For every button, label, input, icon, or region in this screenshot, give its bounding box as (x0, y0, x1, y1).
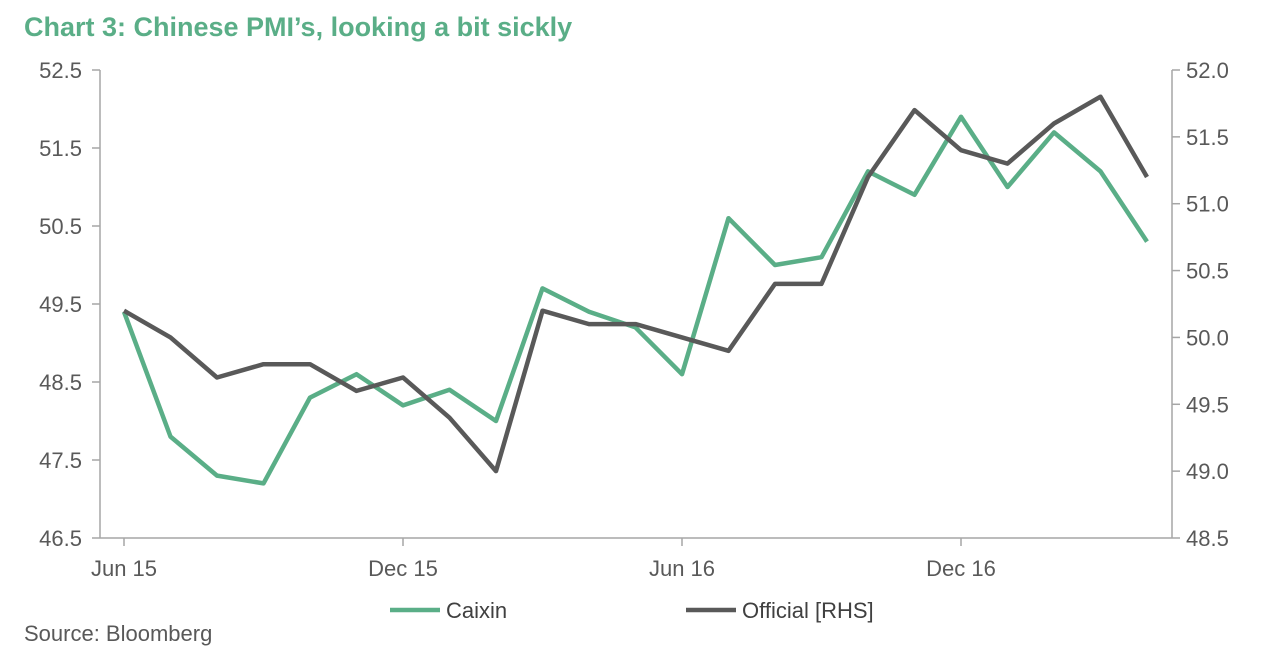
left-y-tick-label: 48.5 (39, 370, 82, 395)
right-y-tick-label: 48.5 (1186, 526, 1229, 551)
series-line-official (122, 94, 1149, 474)
x-tick-label: Dec 15 (368, 556, 438, 581)
left-y-tick-label: 47.5 (39, 448, 82, 473)
chart-title: Chart 3: Chinese PMI’s, looking a bit si… (24, 12, 573, 42)
right-y-tick-label: 51.5 (1186, 125, 1229, 150)
legend-label: Caixin (446, 598, 507, 623)
left-y-tick-label: 52.5 (39, 58, 82, 83)
series-line-caixin (121, 114, 1149, 486)
x-tick-label: Jun 16 (649, 556, 715, 581)
legend-label: Official [RHS] (742, 598, 874, 623)
right-y-tick-label: 49.5 (1186, 392, 1229, 417)
right-y-tick-label: 50.5 (1186, 259, 1229, 284)
left-y-tick-label: 50.5 (39, 214, 82, 239)
x-tick-label: Dec 16 (926, 556, 996, 581)
right-y-tick-label: 51.0 (1186, 192, 1229, 217)
right-y-tick-label: 52.0 (1186, 58, 1229, 83)
right-y-tick-label: 49.0 (1186, 459, 1229, 484)
right-y-tick-label: 50.0 (1186, 325, 1229, 350)
left-y-tick-label: 46.5 (39, 526, 82, 551)
x-tick-label: Jun 15 (91, 556, 157, 581)
left-y-tick-label: 51.5 (39, 136, 82, 161)
left-y-tick-label: 49.5 (39, 292, 82, 317)
source-note: Source: Bloomberg (24, 621, 213, 646)
